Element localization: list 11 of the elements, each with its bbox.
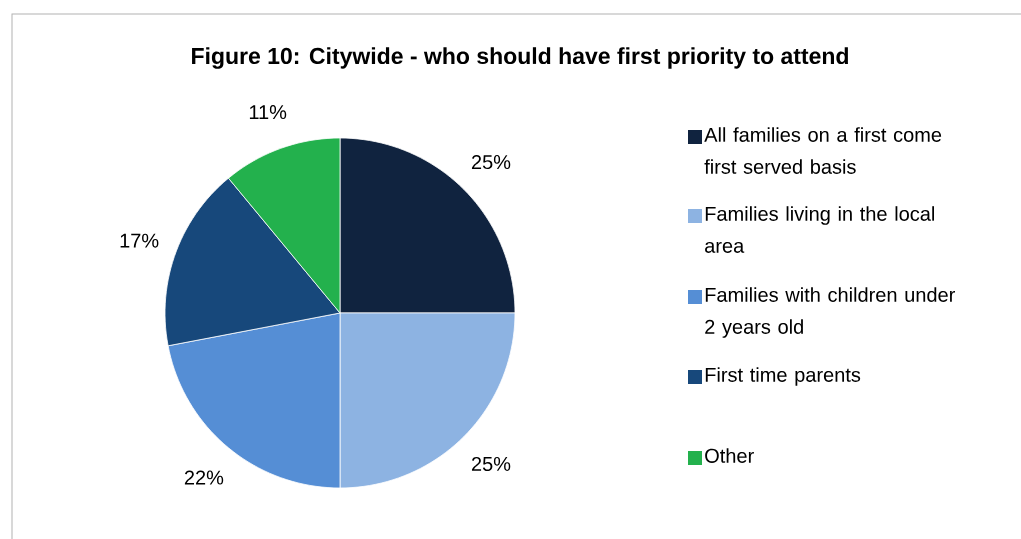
data-label: 11% xyxy=(249,105,287,120)
data-label: 22% xyxy=(184,470,224,485)
legend-label: Families with children under 2 years old xyxy=(705,287,955,338)
data-label: 17% xyxy=(120,233,159,248)
data-label: 25% xyxy=(471,154,511,170)
legend-label: All families on a first come first served basis xyxy=(704,127,942,174)
chart-title: Figure 10: Citywide - who should have first priority to attend xyxy=(192,47,848,69)
data-label: 25% xyxy=(471,456,511,472)
legend-label: Families living in the local area xyxy=(705,206,935,253)
legend-label: Other xyxy=(705,448,754,463)
legend-label: First time parents xyxy=(705,367,861,386)
